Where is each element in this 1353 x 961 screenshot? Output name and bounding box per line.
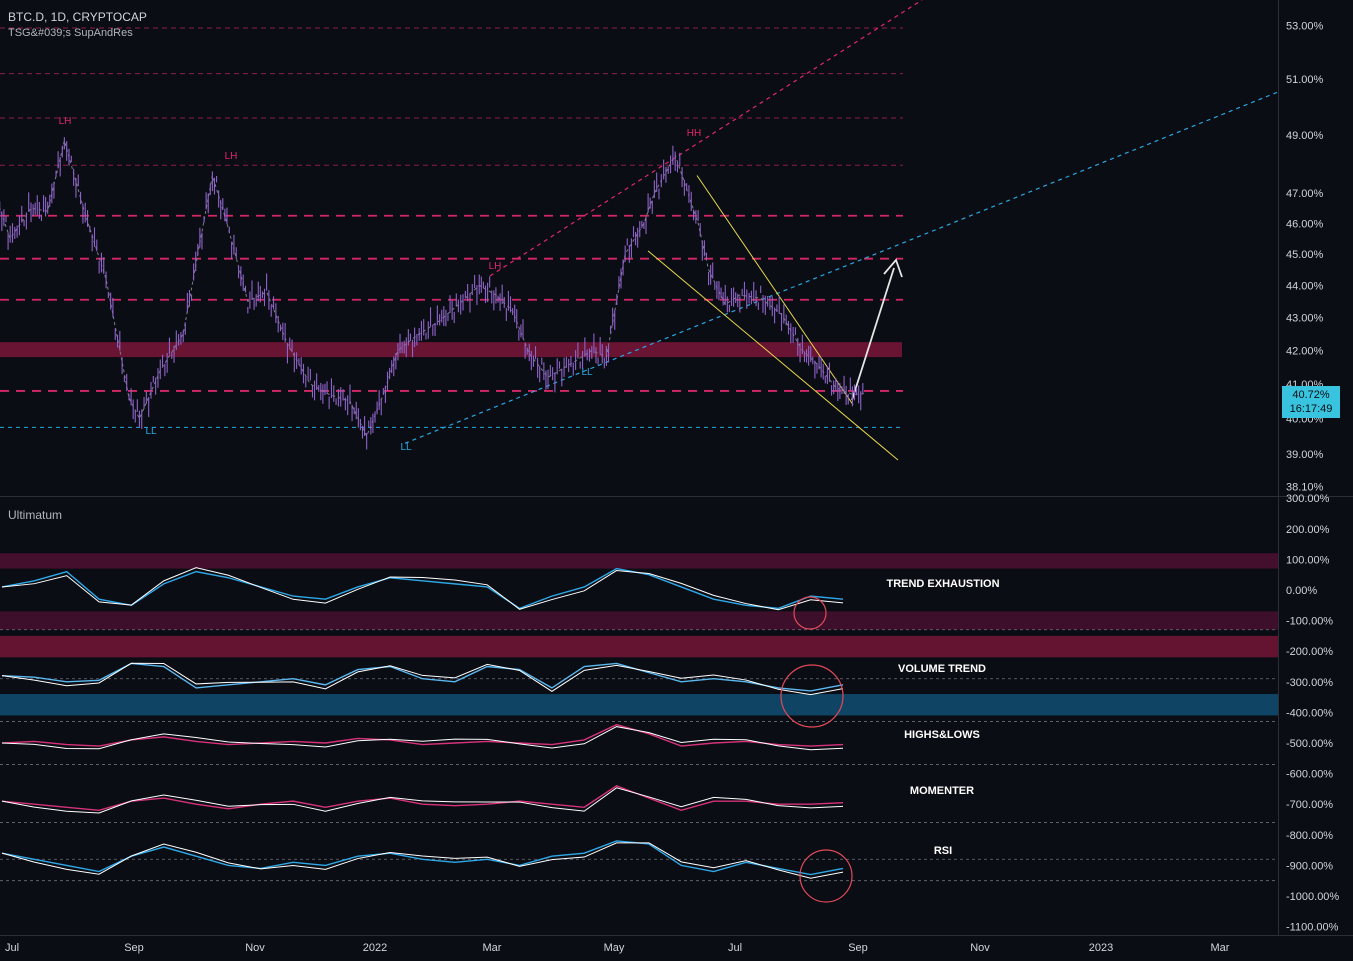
highlight-circle [780, 664, 844, 728]
oscillator-series-line [1, 840, 844, 876]
oscillator-signal-line [1, 787, 844, 814]
oscillator-series-line [1, 723, 844, 747]
price-axis-tick-label: 39.00% [1286, 449, 1324, 461]
time-axis-tick-label: Jul [728, 942, 742, 954]
price-axis-tick-label: 47.00% [1286, 188, 1324, 200]
oscillator-panel-label: VOLUME TREND [898, 663, 986, 675]
time-axis-tick-label: 2023 [1089, 942, 1113, 954]
time-axis-tick-label: Jul [5, 942, 19, 954]
oscillator-signal-line [1, 567, 844, 611]
highlight-circle [799, 849, 853, 903]
oscillator-signal-line [1, 662, 844, 696]
last-price-value: 40.72% [1292, 389, 1330, 401]
oscillator-axis-tick-label: -300.00% [1286, 677, 1333, 689]
pivot-labels-layer: LH LH LH HH LL LL LL [59, 116, 702, 453]
volume-lower-band [0, 694, 1278, 716]
oscillator-axis-tick-label: -500.00% [1286, 738, 1333, 750]
projection-arrow-shaft [851, 267, 895, 401]
pivot-label: LH [489, 261, 502, 272]
oscillator-axis-tick-label: 0.00% [1286, 585, 1317, 597]
pivot-label: LL [145, 426, 157, 437]
highlight-circle [793, 596, 827, 630]
wedge-lower-line [647, 250, 899, 461]
pivot-label: HH [687, 128, 701, 139]
time-axis-tick-label: Sep [124, 942, 144, 954]
price-axis-tick-label: 51.00% [1286, 74, 1324, 86]
os-band [0, 611, 1278, 630]
time-axis-tick-label: Mar [1211, 942, 1230, 954]
oscillator-panel-label: HIGHS&LOWS [904, 729, 980, 741]
last-price-tag: 40.72% 16:17:49 [1282, 386, 1340, 418]
time-axis-tick-label: Sep [848, 942, 868, 954]
price-axis-tick-label: 38.10% [1286, 482, 1324, 494]
pivot-label: LH [59, 116, 72, 127]
oscillator-axis-tick-label: -200.00% [1286, 646, 1333, 658]
oscillator-axis-tick-label: -600.00% [1286, 769, 1333, 781]
bar-countdown: 16:17:49 [1289, 403, 1333, 415]
oscillator-axis-tick-label: -800.00% [1286, 830, 1333, 842]
price-axis-tick-label: 45.00% [1286, 249, 1324, 261]
time-axis-tick-label: Nov [245, 942, 265, 954]
oscillator-axis-tick-label: -1000.00% [1286, 891, 1339, 903]
ob-band [0, 553, 1278, 569]
resistance-band [0, 342, 902, 358]
oscillator-panel-label: MOMENTER [910, 785, 974, 797]
oscillator-axis-tick-label: 100.00% [1286, 554, 1330, 566]
price-axis-tick-label: 42.00% [1286, 345, 1324, 357]
price-axis-tick-label: 49.00% [1286, 130, 1324, 142]
oscillator-series-line [1, 785, 844, 812]
oscillator-panel-label: TREND EXHAUSTION [886, 578, 999, 590]
oscillator-axis-tick-label: -400.00% [1286, 707, 1333, 719]
oscillator-series-line [1, 567, 844, 610]
price-axis-tick-label: 46.00% [1286, 218, 1324, 230]
pivot-label: LL [581, 367, 593, 378]
price-pane-bg [0, 0, 1278, 496]
oscillator-axis-tick-label: -900.00% [1286, 860, 1333, 872]
oscillator-axis-tick-label: 300.00% [1286, 493, 1330, 505]
volume-upper-band [0, 635, 1278, 658]
time-axis-tick-label: 2022 [363, 942, 387, 954]
oscillator-axis-tick-label: -1100.00% [1286, 922, 1339, 934]
ultimatum-title: Ultimatum [8, 508, 63, 522]
chart-background-layer [0, 0, 1353, 936]
time-axis-tick-label: Nov [970, 942, 990, 954]
oscillator-signal-line [1, 842, 844, 879]
price-axis-tick-label: 44.00% [1286, 280, 1324, 292]
price-axis-tick-label: 43.00% [1286, 313, 1324, 325]
oscillator-axis-tick-label: -700.00% [1286, 799, 1333, 811]
level-lines-layer [0, 27, 903, 428]
oscillator-signal-line [1, 726, 844, 751]
oscillator-axis-tick-label: -100.00% [1286, 616, 1333, 628]
oscillator-series-line [1, 662, 844, 692]
time-axis-tick-label: May [604, 942, 625, 954]
price-series-layer [0, 137, 865, 450]
rising-resistance-trendline [489, 0, 923, 277]
oscillator-axis-tick-label: 200.00% [1286, 524, 1330, 536]
symbol-title: BTC.D, 1D, CRYPTOCAP [8, 10, 147, 24]
indicator-title: TSG&#039;s SupAndRes [8, 27, 133, 39]
pivot-label: LL [400, 442, 412, 453]
pivot-label: LH [225, 151, 238, 162]
oscillator-layer: TREND EXHAUSTION VOLUME TREND HIGHS&LOWS MO… [0, 553, 1278, 903]
projection-arrowhead [883, 258, 903, 278]
rising-support-trendline [404, 91, 1279, 444]
oscillator-panel-label: RSI [934, 845, 952, 857]
time-axis-tick-label: Mar [483, 942, 502, 954]
price-axis-tick-label: 53.00% [1286, 20, 1324, 32]
axes-layer: 53.00% 51.00% 49.00% 47.00% 46.00% 45.00% 44.0… [5, 20, 1339, 954]
